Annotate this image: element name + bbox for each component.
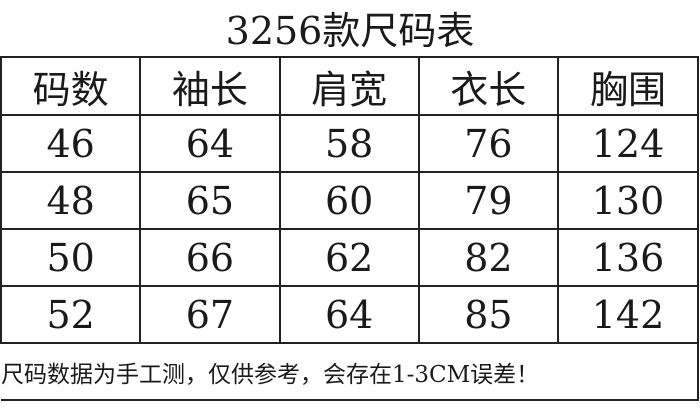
- cell: 64: [139, 114, 281, 173]
- cell: 65: [139, 171, 281, 230]
- cell: 85: [417, 285, 560, 344]
- size-table: 码数 袖长 肩宽 衣长 胸围 46 64 58 76 124 48 65 60 …: [0, 56, 699, 401]
- cell: 66: [139, 228, 281, 287]
- measurement-note: 尺码数据为手工测，仅供参考，会存在1-3CM误差！: [1, 342, 699, 401]
- note-row: 尺码数据为手工测，仅供参考，会存在1-3CM误差！: [1, 342, 699, 401]
- cell: 48: [0, 171, 142, 230]
- cell: 67: [139, 285, 281, 344]
- header-shoulder: 肩宽: [278, 56, 420, 116]
- cell: 52: [0, 285, 142, 344]
- header-sleeve: 袖长: [139, 56, 281, 116]
- header-size: 码数: [0, 56, 142, 116]
- header-row: 码数 袖长 肩宽 衣长 胸围: [0, 56, 699, 116]
- table-row: 50 66 62 82 136: [0, 228, 699, 287]
- chart-title: 3256款尺码表: [225, 9, 475, 53]
- cell: 50: [0, 228, 142, 287]
- header-chest: 胸围: [557, 56, 699, 116]
- cell: 142: [557, 285, 699, 344]
- cell: 46: [0, 114, 142, 173]
- cell: 124: [557, 114, 699, 173]
- cell: 82: [417, 228, 560, 287]
- cell: 62: [278, 228, 420, 287]
- table-row: 48 65 60 79 130: [0, 171, 699, 230]
- cell: 136: [557, 228, 699, 287]
- cell: 64: [278, 285, 420, 344]
- cell: 130: [557, 171, 699, 230]
- table-row: 46 64 58 76 124: [0, 114, 699, 173]
- cell: 60: [278, 171, 420, 230]
- header-length: 衣长: [417, 56, 560, 116]
- cell: 79: [417, 171, 560, 230]
- table-row: 52 67 64 85 142: [0, 285, 699, 344]
- cell: 76: [417, 114, 560, 173]
- cell: 58: [278, 114, 420, 173]
